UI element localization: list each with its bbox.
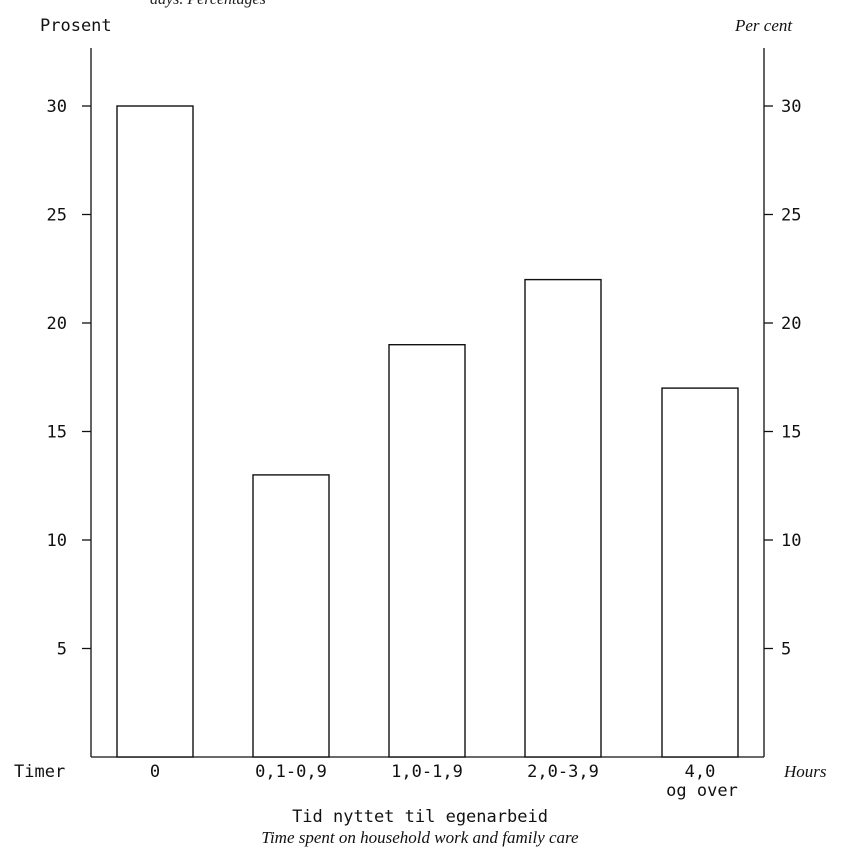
right-tick-label: 10: [781, 531, 801, 551]
x-tick-label: 4,0: [685, 762, 716, 782]
bar: [252, 474, 330, 758]
x-tick-label-line2: og over: [666, 781, 738, 801]
bar: [524, 278, 602, 758]
x-axis-title-english: Time spent on household work and family …: [261, 828, 579, 847]
y-axis-label-right: Per cent: [734, 16, 793, 35]
left-tick-label: 5: [57, 640, 67, 660]
left-ticks: 5 10 15 20 25 30: [47, 97, 91, 660]
left-tick-label: 20: [47, 314, 67, 334]
bar: [388, 344, 466, 758]
x-tick-labels: 0 0,1-0,9 1,0-1,9 2,0-3,9 4,0og over: [150, 762, 738, 801]
x-axis-label-right: Hours: [783, 762, 827, 781]
right-tick-label: 5: [781, 640, 791, 660]
y-axis-label-left: Prosent: [40, 16, 112, 36]
left-tick-label: 25: [47, 206, 67, 226]
left-tick-label: 30: [47, 97, 67, 117]
x-tick-label: 2,0-3,9: [527, 762, 599, 782]
bar: [116, 105, 194, 758]
x-axis-label-left: Timer: [14, 762, 65, 782]
right-ticks: 5 10 15 20 25 30: [764, 97, 801, 660]
x-tick-label: 1,0-1,9: [391, 762, 463, 782]
right-tick-label: 25: [781, 206, 801, 226]
bar: [661, 387, 739, 758]
x-tick-label: 0,1-0,9: [255, 762, 327, 782]
bars: [116, 105, 739, 758]
right-tick-label: 20: [781, 314, 801, 334]
left-tick-label: 10: [47, 531, 67, 551]
x-tick-label: 0: [150, 762, 160, 782]
right-tick-label: 30: [781, 97, 801, 117]
right-tick-label: 15: [781, 423, 801, 443]
chart-title-fragment: days. Percentages: [150, 0, 266, 8]
left-tick-label: 15: [47, 423, 67, 443]
x-axis-title: Tid nyttet til egenarbeid: [292, 807, 548, 827]
